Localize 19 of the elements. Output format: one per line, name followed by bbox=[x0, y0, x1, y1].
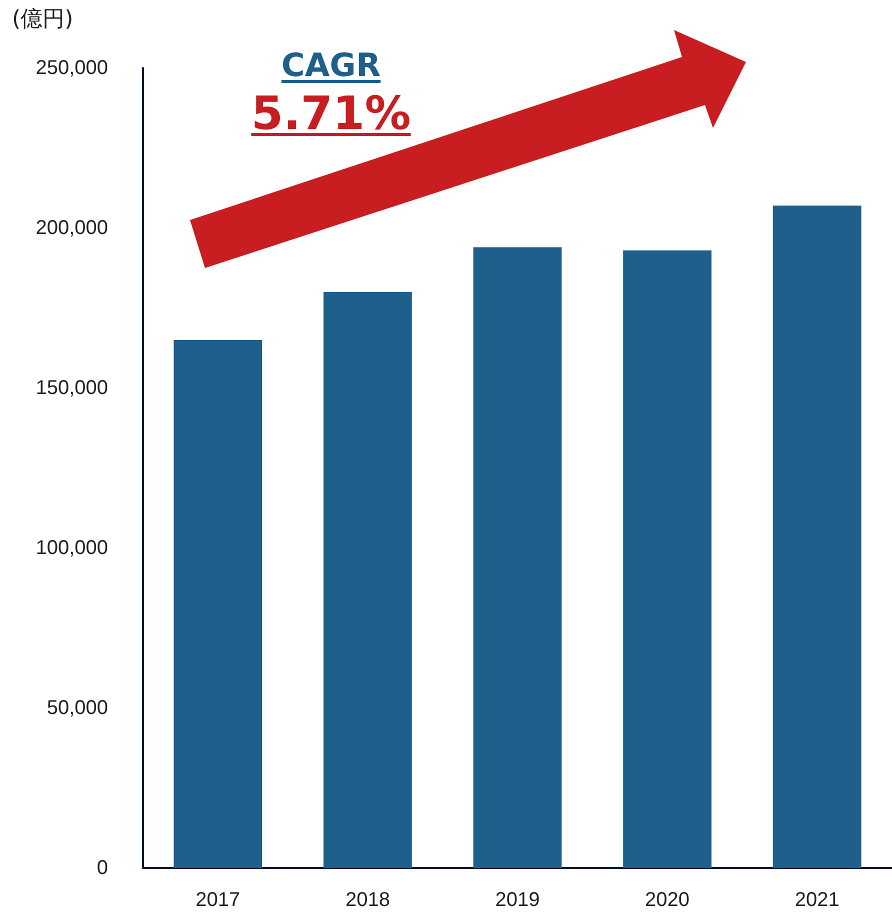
y-tick-label: 200,000 bbox=[36, 217, 108, 239]
bar bbox=[772, 206, 862, 868]
y-tick-label: 100,000 bbox=[36, 537, 108, 559]
bar bbox=[473, 247, 562, 868]
y-tick-label: 250,000 bbox=[36, 57, 108, 79]
bar bbox=[174, 340, 262, 868]
y-tick-label: 150,000 bbox=[36, 377, 108, 399]
x-tick-label: 2018 bbox=[345, 889, 390, 911]
x-tick-label: 2021 bbox=[794, 889, 840, 911]
y-axis-title: (億円) bbox=[12, 6, 74, 34]
x-tick-label: 2019 bbox=[495, 889, 540, 911]
x-tick-label: 2017 bbox=[196, 889, 240, 911]
annotation: 5.71% bbox=[251, 86, 411, 140]
bar bbox=[623, 250, 712, 868]
y-tick-label: 0 bbox=[96, 857, 108, 879]
y-tick-label: 50,000 bbox=[46, 697, 108, 719]
annotation: CAGR bbox=[281, 46, 381, 84]
bar bbox=[324, 292, 412, 868]
x-tick-label: 2020 bbox=[645, 889, 690, 911]
